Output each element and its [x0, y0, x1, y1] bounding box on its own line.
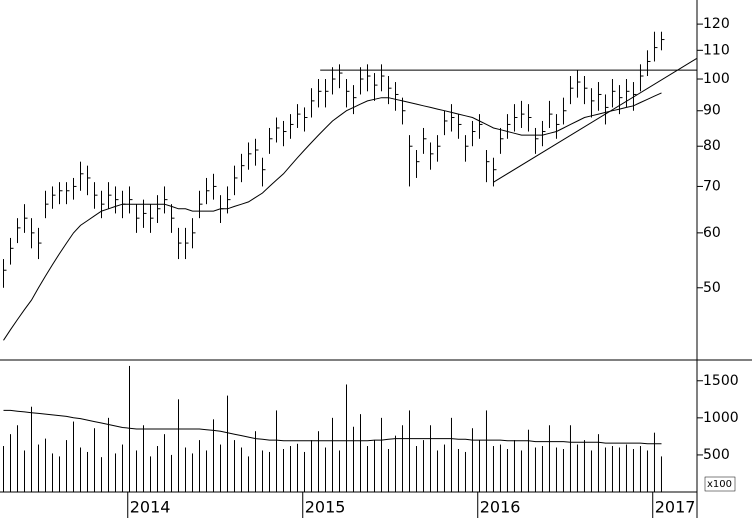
trendline — [493, 58, 697, 183]
y-tick-label: 110 — [703, 42, 730, 58]
y-tick-label: 100 — [703, 71, 730, 87]
moving-average — [3, 92, 662, 341]
volume-y-tick-label: 1000 — [703, 410, 739, 426]
y-tick-label: 60 — [703, 225, 721, 241]
y-tick-label: 80 — [703, 138, 721, 154]
y-tick-label: 50 — [703, 280, 721, 296]
y-tick-label: 70 — [703, 178, 721, 194]
y-tick-label: 90 — [703, 103, 721, 119]
volume-y-tick-label: 1500 — [703, 373, 739, 389]
volume-average — [3, 409, 662, 445]
volume-unit: x100 — [707, 479, 732, 490]
x-tick-label: 2017 — [655, 498, 696, 517]
volume-y-tick-label: 500 — [703, 447, 730, 463]
x-tick-label: 2016 — [480, 498, 521, 517]
unit-box — [704, 476, 736, 492]
x-tick-label: 2014 — [130, 498, 171, 517]
y-tick-label: 120 — [703, 16, 730, 32]
x-tick-label: 2015 — [305, 498, 346, 517]
